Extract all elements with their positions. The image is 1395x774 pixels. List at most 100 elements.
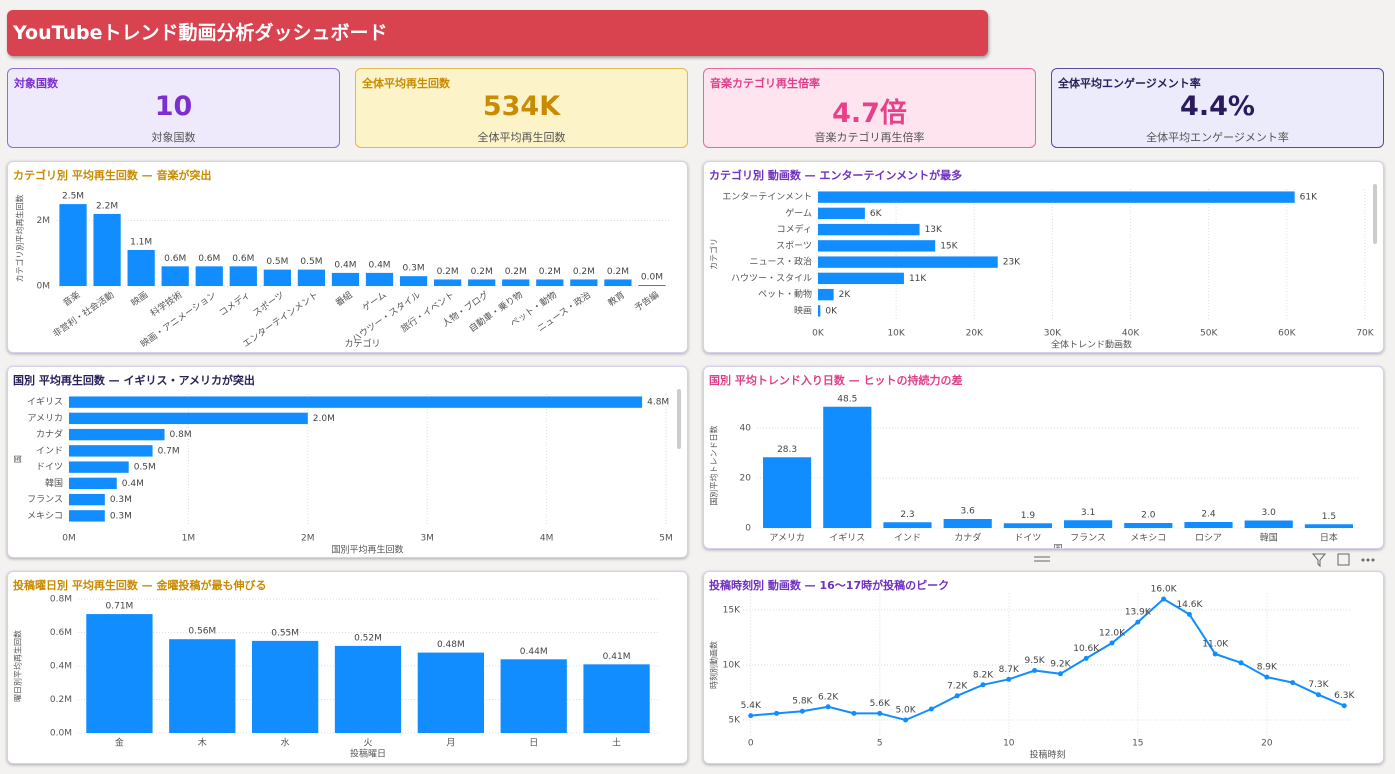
y-tick-label: 韓国 — [45, 478, 63, 489]
chart-panel: 国 国別平均トレンド日数 0 20 40 28.3 アメリカ 48.5 イギリス 2.3 インド 3.… — [703, 366, 1384, 549]
x-tick-label: ロシア — [1195, 534, 1222, 544]
data-label: 7.2K — [947, 681, 968, 691]
bar — [69, 445, 153, 457]
y-tick-label: 0.0M — [50, 729, 72, 739]
x-tick-label: カナダ — [954, 532, 981, 544]
x-tick-label: 日本 — [1320, 532, 1338, 544]
bar — [604, 279, 632, 286]
kpi-value: 10 — [154, 91, 193, 122]
x-tick-label: 0K — [812, 329, 825, 339]
bar — [943, 519, 992, 528]
data-label: 23K — [1003, 258, 1021, 268]
x-tick-label: 教育 — [605, 289, 627, 309]
bar — [297, 269, 326, 286]
data-label: 0.4M — [334, 260, 356, 270]
more-icon[interactable] — [1361, 558, 1365, 562]
data-label: 61K — [1300, 193, 1318, 203]
y-axis-title: カテゴリ — [709, 238, 719, 270]
chart-title: カテゴリ別 平均再生回数 — 音楽が突出 — [13, 169, 212, 182]
x-tick-label: 1M — [182, 534, 196, 544]
kpi-title: 全体平均再生回数 — [362, 77, 450, 90]
chart-title: 国別 平均トレンド入り日数 — ヒットの持続力の差 — [709, 374, 963, 387]
y-tick-label: 0.6M — [50, 628, 72, 638]
focus-icon[interactable] — [1337, 553, 1350, 566]
x-tick-label: 0M — [62, 534, 76, 544]
bar — [823, 406, 872, 528]
x-tick-label: 20 — [1261, 739, 1273, 749]
y-tick-label: 2M — [37, 216, 51, 226]
chart-panel: 投稿時刻 時刻別動画数 5K 10K 15K 0 5 10 15 20 5.4K 5.8K 6.2K 5.… — [703, 571, 1384, 764]
x-tick-label: 30K — [1044, 329, 1062, 339]
y-tick-label: ニュース・政治 — [749, 256, 812, 268]
bar — [365, 272, 394, 286]
x-tick-label: 火 — [363, 738, 372, 749]
bar — [69, 477, 117, 490]
data-label: 12.0K — [1099, 629, 1126, 639]
y-axis-title: 時刻別動画数 — [709, 641, 719, 689]
bar — [1003, 523, 1052, 528]
data-label: 11K — [909, 274, 927, 284]
bar — [883, 522, 932, 528]
data-label: 0.7M — [158, 446, 180, 456]
point — [851, 710, 857, 716]
data-label: 5.0K — [895, 706, 916, 716]
data-label: 5.8K — [792, 697, 813, 707]
y-tick-label: アメリカ — [27, 413, 63, 424]
bar — [500, 659, 567, 733]
y-axis-title: 国別平均トレンド日数 — [709, 426, 719, 506]
x-tick-label: 水 — [281, 737, 290, 749]
data-label: 8.9K — [1257, 663, 1278, 673]
bar — [229, 266, 257, 286]
data-label: 1.9 — [1021, 511, 1036, 521]
data-label: 0.2M — [437, 267, 459, 277]
x-tick-label: 15 — [1132, 739, 1143, 749]
data-label: 0.5M — [300, 257, 322, 267]
bar — [1124, 523, 1173, 528]
kpi-subtitle: 音楽カテゴリ再生倍率 — [814, 131, 925, 144]
x-tick-label: 10K — [887, 329, 905, 339]
data-label: 10.6K — [1073, 644, 1100, 654]
x-tick-label: 40K — [1122, 329, 1140, 339]
bar — [86, 614, 153, 733]
chart-title: 投稿時刻別 動画数 — 16〜17時が投稿のピーク — [709, 579, 950, 592]
y-tick-label: 40 — [740, 424, 752, 434]
bar — [536, 279, 564, 286]
bar — [763, 457, 812, 528]
bar — [399, 276, 428, 286]
x-tick-label: イギリス — [829, 533, 865, 544]
chart-panel: カテゴリ カテゴリ別平均再生回数 0M 2M 2.5M 音楽 2.2M 非営利・社会活動 1.1… — [7, 161, 688, 353]
data-label: 0.6M — [198, 254, 220, 264]
kpi-card: 全体平均再生回数 534K 全体平均再生回数 — [355, 68, 688, 148]
data-label: 1.5 — [1322, 512, 1336, 522]
point — [1264, 674, 1270, 680]
y-tick-label: ペット・動物 — [758, 288, 812, 300]
bar — [818, 288, 834, 301]
point — [1057, 671, 1063, 677]
x-tick-label: 4M — [540, 534, 554, 544]
data-label: 0.4M — [368, 260, 390, 270]
data-label: 3.6 — [961, 507, 976, 517]
y-tick-label: 0M — [37, 282, 51, 292]
data-label: 0.2M — [539, 267, 561, 277]
x-tick-label: 木 — [198, 737, 207, 749]
data-label: 11.0K — [1202, 640, 1229, 650]
point — [1083, 655, 1089, 661]
x-tick-label: 0 — [748, 739, 754, 749]
x-tick-label: コメディ — [217, 289, 253, 319]
data-label: 7.3K — [1308, 680, 1329, 690]
kpi-value: 4.4% — [1180, 91, 1255, 122]
x-tick-label: 70K — [1356, 329, 1374, 339]
data-label: 0.52M — [354, 633, 382, 643]
x-tick-label: メキシコ — [1130, 534, 1166, 544]
bar — [570, 279, 598, 286]
y-tick-label: インド — [36, 446, 63, 456]
filter-icon[interactable] — [1311, 553, 1327, 568]
bar — [638, 285, 666, 286]
bar — [1184, 522, 1233, 528]
x-tick-label: 土 — [612, 737, 621, 749]
y-tick-label: 10K — [723, 661, 741, 671]
point — [825, 704, 831, 710]
data-label: 6K — [870, 209, 883, 219]
bar — [252, 640, 319, 733]
data-label: 16.0K — [1151, 585, 1178, 595]
